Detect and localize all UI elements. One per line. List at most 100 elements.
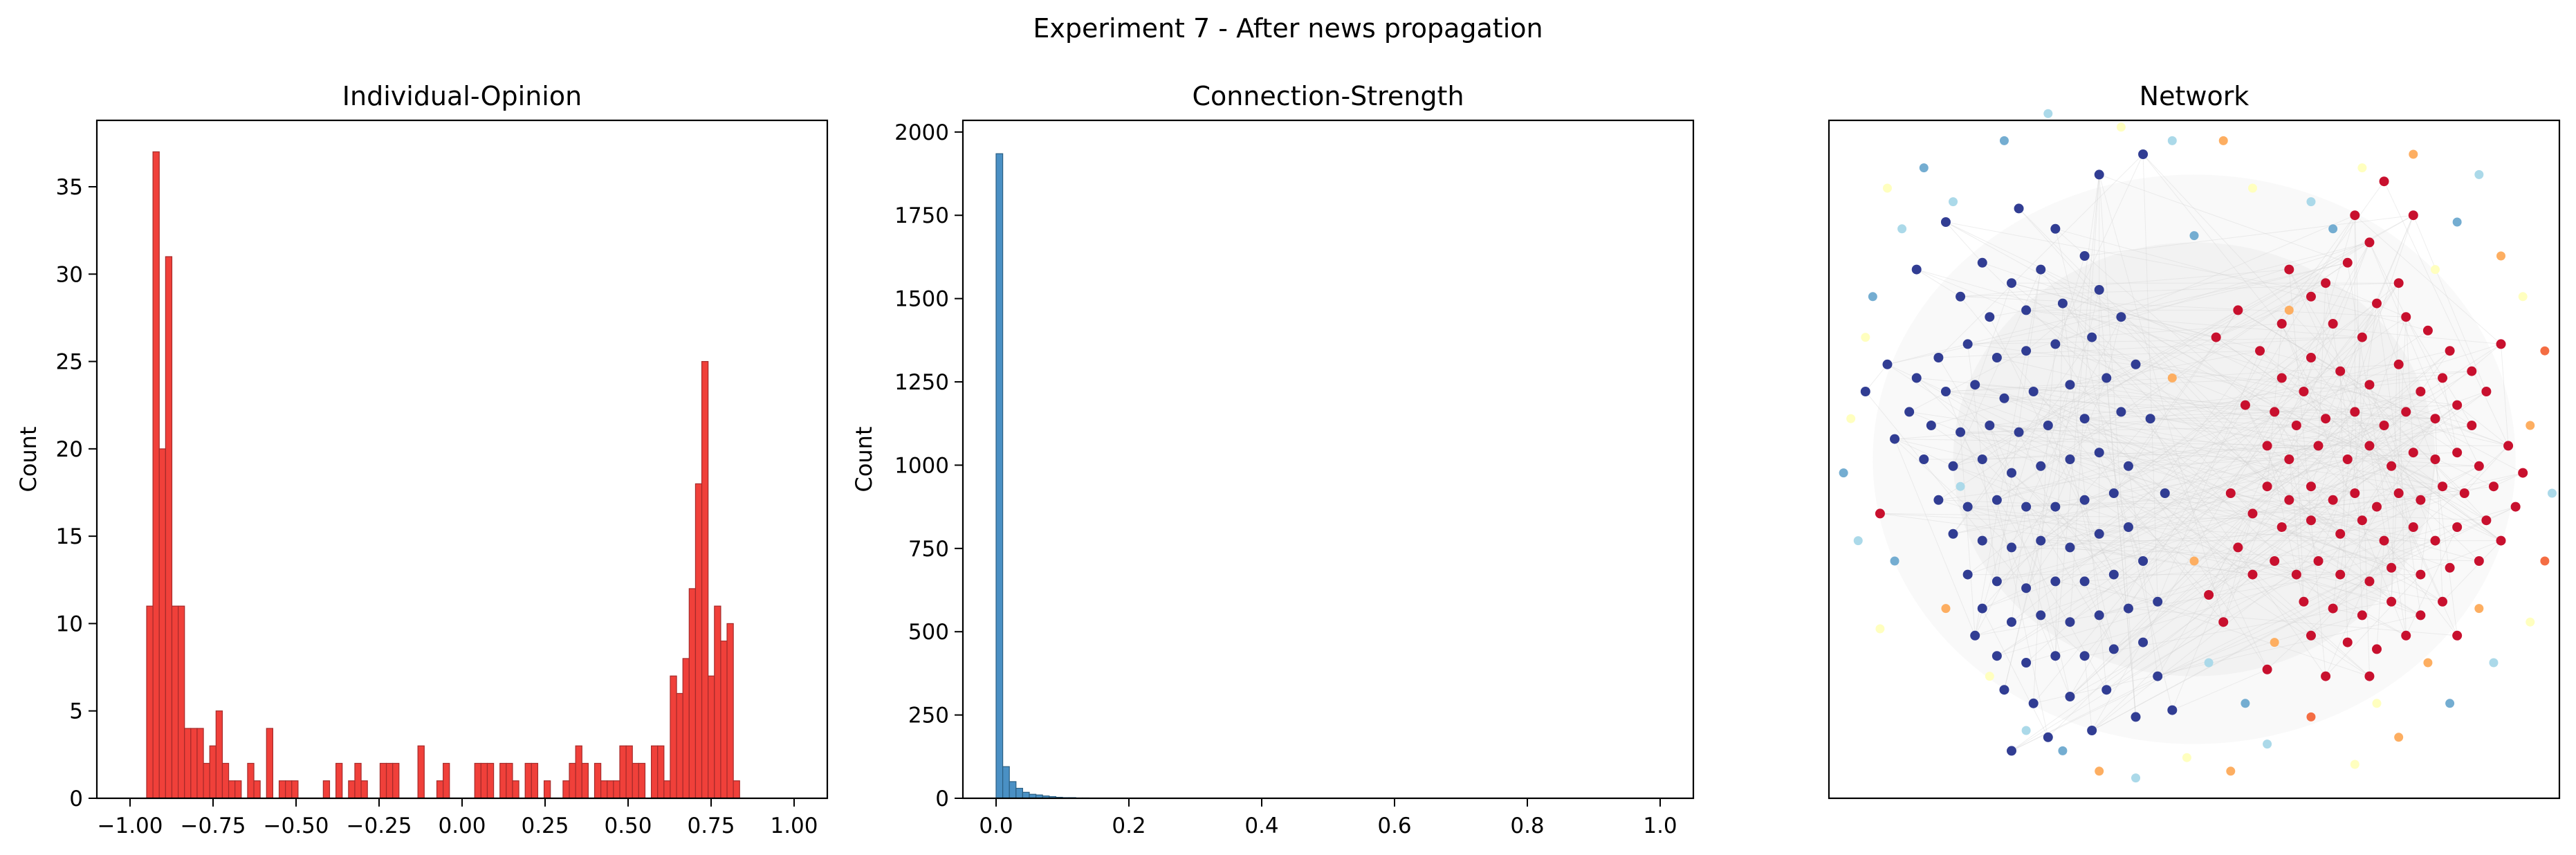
network-edge (2011, 526, 2413, 548)
network-edge (1887, 262, 2348, 365)
network-edge (2025, 316, 2122, 507)
network-node (2094, 285, 2104, 295)
network-node (1875, 508, 1885, 519)
network-node (2087, 726, 2097, 735)
network-node (2321, 671, 2331, 681)
network-node (1956, 481, 1965, 491)
network-node (2364, 576, 2375, 587)
network-node (1991, 353, 2002, 362)
network-node (2123, 461, 2133, 471)
network-edge (2070, 323, 2283, 697)
network-node (2028, 387, 2039, 396)
network-edge (1960, 269, 2290, 297)
network-edge (1996, 343, 2501, 501)
network-edge (2281, 526, 2392, 569)
network-edge (2018, 208, 2341, 535)
network-node (2379, 421, 2389, 430)
network-node (2116, 407, 2126, 417)
network-node (2218, 136, 2228, 145)
network-edge (1865, 391, 2027, 589)
y-tick-label: 500 (908, 620, 949, 645)
network-edge (2025, 391, 2421, 589)
network-edge (2011, 506, 2027, 548)
network-node (2438, 481, 2448, 492)
histogram-bar (184, 728, 192, 799)
network-node (2007, 542, 2016, 553)
network-edge (1982, 262, 2333, 609)
network-edge (2084, 364, 2399, 501)
y-tick-label: 20 (56, 437, 83, 462)
network-edge (2033, 425, 2049, 704)
network-edge (1967, 337, 2362, 344)
network-edge (2099, 174, 2137, 717)
network-edge (2048, 214, 2414, 426)
network-node (2474, 604, 2484, 614)
network-node (2014, 427, 2024, 437)
network-edge (2121, 262, 2348, 412)
network-edge (2267, 445, 2509, 670)
network-node (2321, 278, 2331, 288)
x-tick-label: 0.6 (1377, 813, 1411, 838)
network-node (2540, 346, 2550, 356)
network-edge (2238, 391, 2487, 548)
network-node (2357, 332, 2367, 342)
network-node (2270, 638, 2279, 647)
network-edge (2369, 499, 2421, 582)
network-edge (2025, 241, 2370, 351)
network-edge (1982, 262, 2509, 446)
network-node (2247, 508, 2258, 519)
network-node (2438, 373, 2448, 383)
network-edge (2033, 391, 2421, 616)
network-edge (2442, 540, 2501, 603)
histogram-bar (278, 780, 286, 799)
network-edge (2128, 214, 2355, 528)
network-edge (2033, 391, 2312, 636)
network-node (2087, 332, 2097, 342)
network-node (1868, 292, 1877, 302)
network-node (1882, 359, 1893, 369)
network-node (1861, 333, 1870, 342)
network-edge (2501, 344, 2509, 446)
network-edge (2025, 445, 2267, 663)
x-tick-label: −0.25 (347, 813, 412, 838)
network-edge (1982, 445, 2319, 460)
network-edge (2259, 350, 2480, 562)
histogram-bar (600, 780, 608, 799)
network-node (2247, 183, 2257, 193)
network-edge (2142, 154, 2158, 602)
network-edge (2113, 493, 2282, 528)
network-edge (1953, 466, 2421, 616)
network-edge (2011, 472, 2158, 603)
network-node (2247, 569, 2258, 580)
network-edge (1908, 350, 2027, 412)
network-edge (1960, 283, 2012, 432)
network-edge (2339, 371, 2348, 643)
network-edge (2011, 560, 2275, 751)
histogram-bar (171, 605, 179, 799)
network-edge (2054, 378, 2107, 507)
network-edge (2025, 385, 2070, 589)
histogram-bar (1002, 766, 1010, 799)
network-node (2299, 387, 2309, 396)
network-edge (2070, 316, 2407, 548)
network-edge (1975, 384, 2363, 521)
network-node (1956, 427, 1966, 437)
network-node (2488, 481, 2499, 492)
network-edge (1974, 269, 2041, 636)
network-edge (2238, 309, 2341, 372)
network-node (2459, 488, 2469, 498)
histogram-bar (253, 780, 261, 799)
network-edge (1953, 269, 2041, 467)
network-node (2094, 528, 2104, 539)
network-edge (1945, 391, 2384, 426)
network-edge (1982, 418, 2151, 609)
network-edge (2420, 391, 2472, 426)
network-node (2079, 414, 2090, 424)
network-edge (2069, 459, 2115, 650)
network-edge (2391, 283, 2400, 602)
network-edge (2230, 493, 2370, 582)
network-edge (2121, 316, 2392, 603)
network-edge (2099, 174, 2224, 623)
network-edge (2025, 540, 2436, 663)
network-node (2445, 562, 2455, 573)
